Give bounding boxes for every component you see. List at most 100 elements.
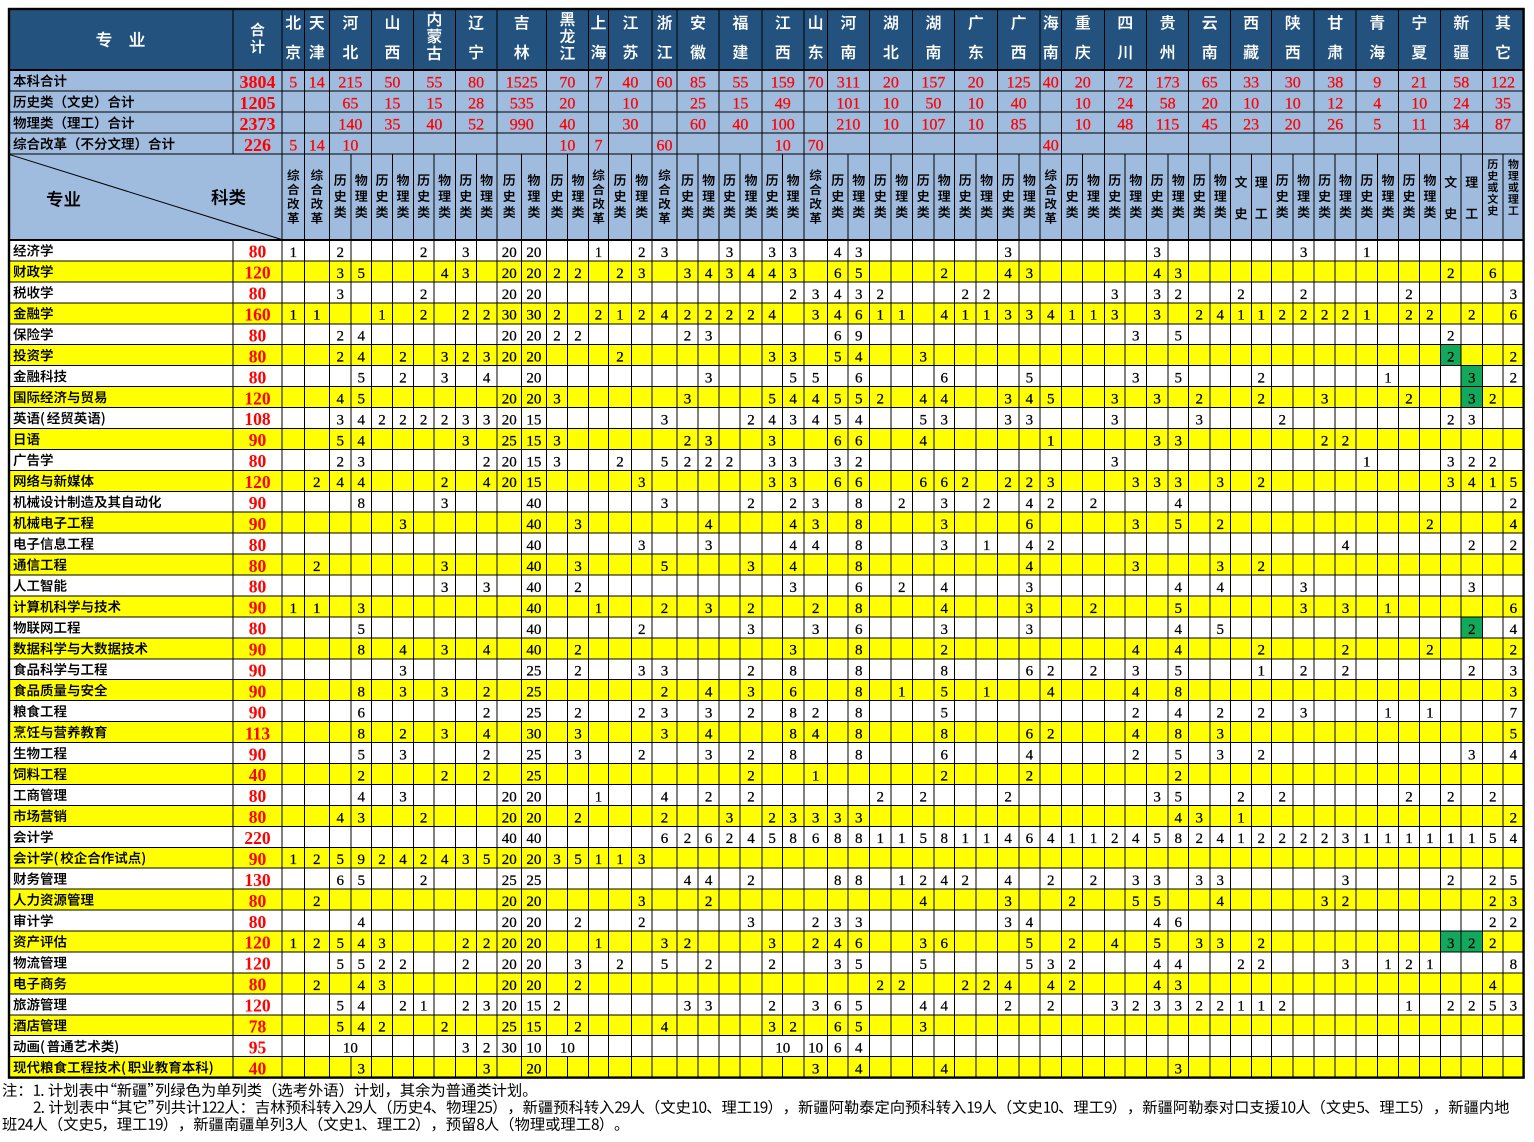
svg-text:3: 3 (705, 371, 713, 387)
svg-text:3: 3 (1026, 412, 1034, 428)
svg-text:20: 20 (502, 412, 517, 428)
svg-text:5: 5 (1510, 727, 1518, 743)
svg-text:1: 1 (898, 685, 906, 701)
svg-text:5: 5 (357, 392, 365, 408)
svg-text:2: 2 (1090, 664, 1098, 680)
svg-text:2: 2 (638, 706, 646, 722)
svg-text:3: 3 (812, 622, 820, 638)
svg-text:2: 2 (574, 580, 582, 596)
svg-text:55: 55 (426, 74, 442, 91)
svg-text:6: 6 (940, 475, 948, 491)
svg-text:4: 4 (1174, 957, 1182, 973)
svg-text:4: 4 (357, 433, 365, 449)
svg-text:1: 1 (616, 308, 624, 324)
svg-text:4: 4 (1510, 831, 1518, 847)
svg-text:2: 2 (420, 245, 428, 261)
svg-text:3: 3 (855, 915, 863, 931)
svg-text:90: 90 (249, 514, 267, 534)
svg-text:3: 3 (357, 601, 365, 617)
svg-text:2: 2 (961, 978, 969, 994)
svg-text:4: 4 (357, 412, 365, 428)
svg-text:1: 1 (983, 685, 991, 701)
svg-text:2: 2 (1174, 287, 1182, 303)
svg-text:1525: 1525 (506, 74, 538, 91)
svg-text:4: 4 (1174, 580, 1182, 596)
svg-text:3: 3 (574, 747, 582, 763)
svg-text:5: 5 (1217, 622, 1225, 638)
svg-text:40: 40 (526, 538, 541, 554)
svg-text:3: 3 (462, 433, 470, 449)
svg-text:1: 1 (983, 308, 991, 324)
svg-text:3: 3 (1132, 873, 1140, 889)
svg-text:1: 1 (1447, 831, 1455, 847)
svg-text:2: 2 (747, 664, 755, 680)
svg-text:1: 1 (1426, 706, 1434, 722)
svg-text:1: 1 (595, 245, 603, 261)
svg-text:3: 3 (399, 517, 407, 533)
svg-text:3: 3 (1174, 475, 1182, 491)
svg-text:20: 20 (526, 329, 541, 345)
svg-text:8: 8 (940, 831, 948, 847)
svg-text:1: 1 (289, 308, 297, 324)
svg-text:2: 2 (1342, 664, 1350, 680)
svg-text:2: 2 (462, 308, 470, 324)
svg-text:50: 50 (925, 95, 941, 112)
svg-text:6: 6 (834, 266, 842, 282)
svg-text:1: 1 (1363, 831, 1371, 847)
svg-text:9: 9 (855, 329, 863, 345)
svg-text:2: 2 (1300, 308, 1308, 324)
svg-text:2: 2 (574, 706, 582, 722)
svg-text:20: 20 (1202, 95, 1218, 112)
svg-text:4: 4 (684, 873, 692, 889)
svg-text:10: 10 (560, 1041, 575, 1057)
svg-text:4: 4 (789, 559, 797, 575)
svg-text:2: 2 (1258, 706, 1266, 722)
svg-text:3: 3 (834, 454, 842, 470)
svg-text:4: 4 (1174, 810, 1182, 826)
svg-text:4: 4 (483, 371, 491, 387)
svg-text:2: 2 (1217, 706, 1225, 722)
svg-text:4: 4 (1026, 392, 1034, 408)
svg-text:4: 4 (1132, 727, 1140, 743)
svg-text:5: 5 (1489, 831, 1497, 847)
svg-text:3: 3 (726, 245, 734, 261)
svg-text:2: 2 (1237, 957, 1245, 973)
svg-text:87: 87 (1495, 116, 1511, 133)
svg-text:4: 4 (1153, 957, 1161, 973)
svg-text:3: 3 (1026, 580, 1034, 596)
svg-text:30: 30 (526, 308, 541, 324)
svg-text:6: 6 (357, 706, 365, 722)
svg-text:2: 2 (726, 454, 734, 470)
svg-text:3: 3 (812, 1062, 820, 1078)
svg-text:3: 3 (441, 496, 449, 512)
svg-text:5: 5 (940, 706, 948, 722)
svg-text:3: 3 (919, 350, 927, 366)
svg-text:2: 2 (1258, 392, 1266, 408)
svg-text:25: 25 (502, 1020, 517, 1036)
svg-text:3: 3 (705, 433, 713, 449)
svg-text:10: 10 (342, 137, 358, 154)
svg-text:8: 8 (834, 831, 842, 847)
svg-text:2: 2 (420, 852, 428, 868)
svg-text:120: 120 (244, 472, 271, 492)
svg-text:2: 2 (661, 810, 669, 826)
svg-text:2: 2 (1447, 999, 1455, 1015)
svg-text:14: 14 (309, 137, 325, 154)
svg-text:80: 80 (249, 556, 267, 576)
svg-text:20: 20 (526, 371, 541, 387)
svg-text:30: 30 (622, 116, 638, 133)
svg-text:2: 2 (1068, 936, 1076, 952)
svg-text:3: 3 (574, 957, 582, 973)
svg-text:6: 6 (1510, 308, 1518, 324)
svg-text:2: 2 (1068, 978, 1076, 994)
svg-text:3: 3 (462, 852, 470, 868)
svg-text:4: 4 (1174, 706, 1182, 722)
svg-text:2: 2 (1405, 789, 1413, 805)
svg-text:5: 5 (661, 454, 669, 470)
svg-text:4: 4 (812, 412, 820, 428)
svg-text:2: 2 (1132, 747, 1140, 763)
svg-text:35: 35 (1495, 95, 1511, 112)
svg-text:2: 2 (1047, 496, 1055, 512)
svg-text:3: 3 (1153, 433, 1161, 449)
svg-text:1: 1 (1237, 308, 1245, 324)
